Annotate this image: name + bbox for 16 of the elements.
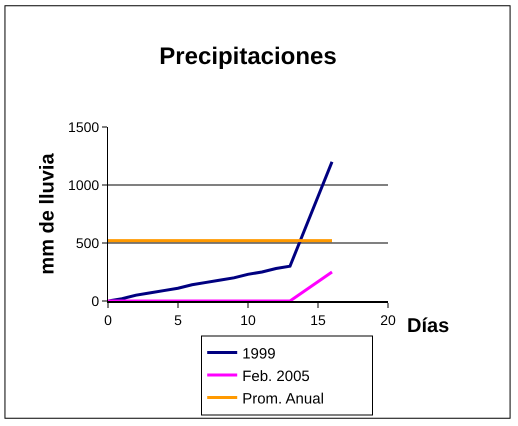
y-axis-title: mm de lluvia bbox=[36, 152, 59, 275]
x-axis-title: Días bbox=[407, 315, 450, 337]
y-tick-label: 500 bbox=[76, 234, 100, 251]
x-tick-label: 20 bbox=[380, 312, 396, 328]
legend-label: Prom. Anual bbox=[242, 390, 324, 408]
legend-label: 1999 bbox=[242, 345, 276, 362]
y-tick-label: 1000 bbox=[68, 176, 100, 193]
x-tick-label: 0 bbox=[104, 312, 112, 328]
x-tick-label: 15 bbox=[310, 312, 326, 328]
y-tick-label: 1500 bbox=[68, 118, 100, 135]
legend-label: Feb. 2005 bbox=[242, 368, 310, 385]
y-tick-label: 0 bbox=[91, 292, 100, 309]
x-tick-label: 5 bbox=[174, 312, 182, 328]
x-tick-label: 10 bbox=[240, 312, 256, 328]
chart-title: Precipitaciones bbox=[159, 42, 337, 70]
line-series bbox=[108, 160, 334, 301]
